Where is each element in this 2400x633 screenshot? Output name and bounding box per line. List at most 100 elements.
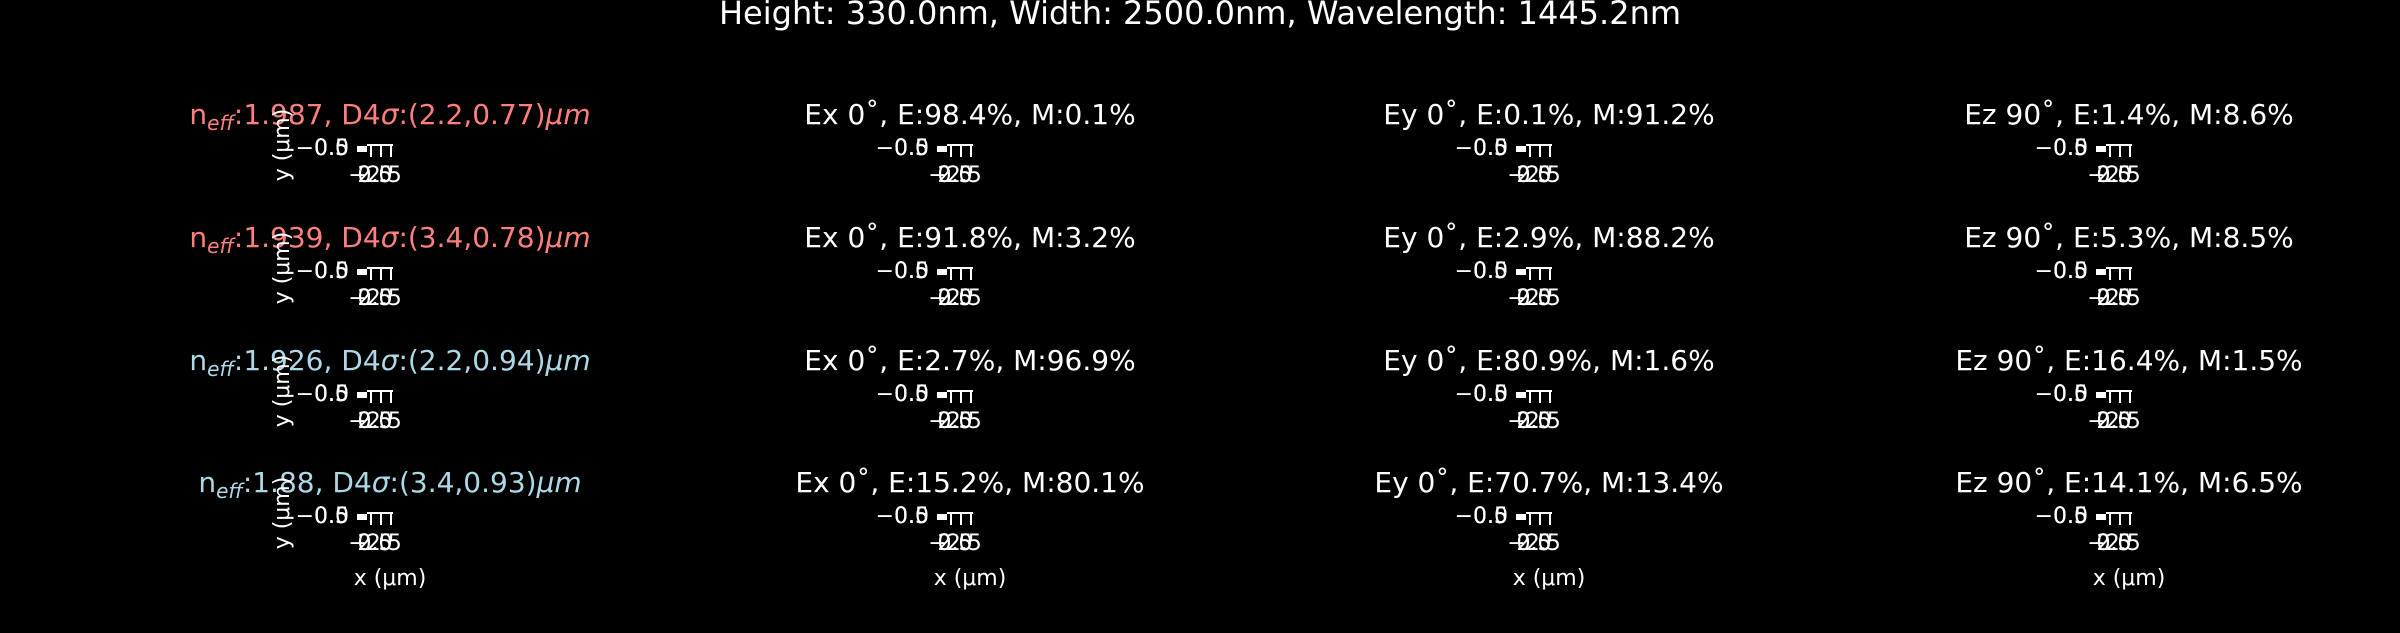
y-tick-label: −0.5 bbox=[876, 382, 929, 407]
mode-label-n: n bbox=[198, 466, 216, 499]
x-tick-label: −2.5 bbox=[928, 531, 981, 556]
y-tick-label: 0.5 bbox=[314, 382, 349, 407]
figure-title: Height: 330.0nm, Width: 2500.0nm, Wavele… bbox=[719, 0, 1681, 32]
mode-label-value: :1.88, D4 bbox=[243, 466, 372, 499]
y-tick-label: −0.5 bbox=[2035, 259, 2088, 284]
mode-label: neff:1.939, D4σ:(3.4,0.78)μm bbox=[189, 221, 590, 258]
mode-label-dims: :(2.2,0.94) bbox=[398, 344, 545, 377]
mode-label-n: n bbox=[189, 221, 207, 254]
x-axis-label: x (μm) bbox=[1513, 566, 1586, 591]
x-tick-label: 0.0 bbox=[2097, 531, 2132, 556]
mode-label-dims: :(3.4,0.93) bbox=[390, 466, 537, 499]
y-tick-label: 0.5 bbox=[2053, 504, 2088, 529]
x-tick-label: 0.0 bbox=[1517, 409, 1552, 434]
mode-label-subscript: eff bbox=[207, 357, 236, 381]
x-tick-label: −2.5 bbox=[1507, 409, 1560, 434]
x-tick-label: 0.0 bbox=[358, 163, 393, 188]
y-tick-label: −0.5 bbox=[876, 504, 929, 529]
x-tick-label: 2.5 bbox=[938, 531, 973, 556]
x-tick-label: 0.0 bbox=[358, 286, 393, 311]
mode-label-unit: μm bbox=[545, 98, 591, 131]
y-tick-label: 0.0 bbox=[2053, 136, 2088, 161]
x-tick-label: 0.0 bbox=[1517, 531, 1552, 556]
y-axis-label: y (μm) bbox=[270, 109, 295, 182]
x-tick-label: 2.5 bbox=[2097, 286, 2132, 311]
x-tick-label: 2.5 bbox=[938, 409, 973, 434]
panel-title: Ex 0˚, E:15.2%, M:80.1% bbox=[795, 466, 1144, 499]
mode-label-dims: :(2.2,0.77) bbox=[398, 98, 545, 131]
y-tick-label: −0.5 bbox=[296, 136, 349, 161]
x-tick-label: 0.0 bbox=[938, 531, 973, 556]
panel-title: Ey 0˚, E:0.1%, M:91.2% bbox=[1383, 98, 1714, 131]
x-axis-label: x (μm) bbox=[354, 566, 427, 591]
x-tick-label: 2.5 bbox=[358, 163, 393, 188]
y-tick-label: 0.5 bbox=[894, 136, 929, 161]
mode-label-unit: μm bbox=[545, 344, 591, 377]
x-tick-label: 2.5 bbox=[2097, 531, 2132, 556]
y-tick-label: 0.0 bbox=[1473, 382, 1508, 407]
mode-label-value: :1.987, D4 bbox=[234, 98, 381, 131]
x-tick-label: 0.0 bbox=[2097, 163, 2132, 188]
panel-title: Ez 90˚, E:14.1%, M:6.5% bbox=[1955, 466, 2302, 499]
y-tick-label: 0.0 bbox=[2053, 382, 2088, 407]
x-tick-label: 0.0 bbox=[358, 531, 393, 556]
y-tick-label: 0.0 bbox=[2053, 504, 2088, 529]
x-tick-label: 0.0 bbox=[1517, 286, 1552, 311]
x-tick-label: −2.5 bbox=[928, 163, 981, 188]
x-tick-label: −2.5 bbox=[1507, 531, 1560, 556]
panel-title: Ez 90˚, E:5.3%, M:8.5% bbox=[1964, 221, 2294, 254]
x-tick-label: −2.5 bbox=[348, 286, 401, 311]
y-tick-label: −0.5 bbox=[296, 504, 349, 529]
x-axis-label: x (μm) bbox=[2093, 566, 2166, 591]
mode-label-unit: μm bbox=[536, 466, 582, 499]
mode-label: neff:1.88, D4σ:(3.4,0.93)μm bbox=[198, 466, 581, 503]
y-axis-label: y (μm) bbox=[270, 232, 295, 305]
y-tick-label: −0.5 bbox=[2035, 382, 2088, 407]
x-tick-label: 2.5 bbox=[358, 409, 393, 434]
y-tick-label: 0.0 bbox=[2053, 259, 2088, 284]
x-tick-label: 0.0 bbox=[938, 286, 973, 311]
y-axis-label: y (μm) bbox=[270, 477, 295, 550]
x-tick-label: 2.5 bbox=[1517, 286, 1552, 311]
panel-title: Ez 90˚, E:1.4%, M:8.6% bbox=[1964, 98, 2294, 131]
panel-title: Ex 0˚, E:98.4%, M:0.1% bbox=[804, 98, 1135, 131]
panel-title: Ey 0˚, E:70.7%, M:13.4% bbox=[1374, 466, 1723, 499]
y-tick-label: −0.5 bbox=[876, 136, 929, 161]
y-tick-label: −0.5 bbox=[296, 259, 349, 284]
x-tick-label: 0.0 bbox=[358, 409, 393, 434]
mode-label-value: :1.926, D4 bbox=[234, 344, 381, 377]
y-tick-label: −0.5 bbox=[1455, 504, 1508, 529]
x-tick-label: −2.5 bbox=[348, 163, 401, 188]
mode-label-value: :1.939, D4 bbox=[234, 221, 381, 254]
mode-label-sigma: σ bbox=[372, 466, 391, 499]
x-tick-label: −2.5 bbox=[348, 531, 401, 556]
y-tick-label: 0.0 bbox=[894, 259, 929, 284]
y-tick-label: −0.5 bbox=[1455, 259, 1508, 284]
y-tick-label: 0.0 bbox=[1473, 259, 1508, 284]
y-tick-label: 0.5 bbox=[894, 382, 929, 407]
x-tick-label: 2.5 bbox=[358, 286, 393, 311]
y-tick-label: 0.5 bbox=[1473, 382, 1508, 407]
mode-label-sigma: σ bbox=[381, 221, 400, 254]
y-tick-label: 0.5 bbox=[1473, 136, 1508, 161]
x-tick-label: −2.5 bbox=[928, 286, 981, 311]
x-tick-label: 0.0 bbox=[2097, 286, 2132, 311]
y-tick-label: 0.0 bbox=[894, 136, 929, 161]
y-tick-label: −0.5 bbox=[296, 382, 349, 407]
x-tick-label: −2.5 bbox=[928, 409, 981, 434]
mode-label-sigma: σ bbox=[381, 344, 400, 377]
y-tick-label: 0.5 bbox=[314, 136, 349, 161]
y-axis-label: y (μm) bbox=[270, 355, 295, 428]
y-tick-label: 0.0 bbox=[894, 382, 929, 407]
y-tick-label: 0.5 bbox=[894, 504, 929, 529]
x-tick-label: −2.5 bbox=[2087, 163, 2140, 188]
panel-title: Ex 0˚, E:91.8%, M:3.2% bbox=[804, 221, 1135, 254]
y-tick-label: 0.0 bbox=[1473, 504, 1508, 529]
y-tick-label: 0.5 bbox=[2053, 136, 2088, 161]
x-tick-label: −2.5 bbox=[1507, 286, 1560, 311]
x-tick-label: 0.0 bbox=[938, 409, 973, 434]
y-tick-label: 0.5 bbox=[314, 259, 349, 284]
mode-label: neff:1.926, D4σ:(2.2,0.94)μm bbox=[189, 344, 590, 381]
x-tick-label: 2.5 bbox=[358, 531, 393, 556]
x-tick-label: 2.5 bbox=[1517, 409, 1552, 434]
